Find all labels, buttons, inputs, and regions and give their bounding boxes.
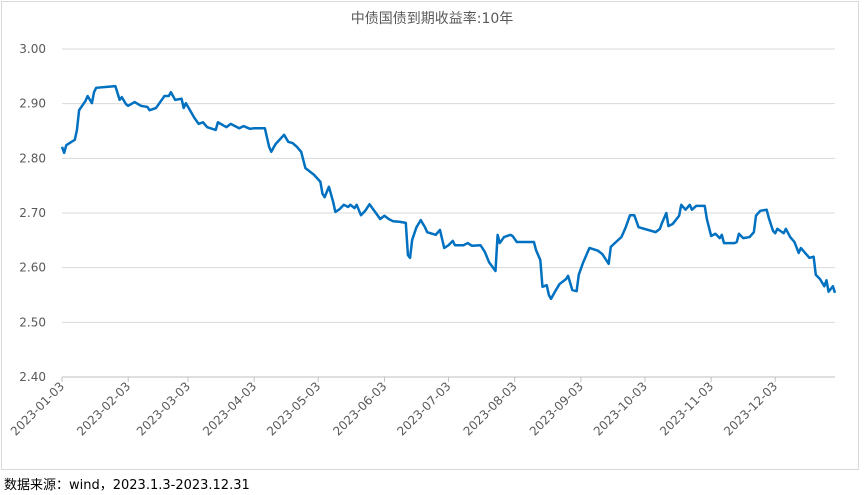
y-tick-label: 2.40 bbox=[19, 370, 46, 384]
y-tick-label: 3.00 bbox=[19, 42, 46, 56]
y-tick-label: 2.90 bbox=[19, 97, 46, 111]
data-line bbox=[60, 84, 837, 301]
y-tick-label: 2.60 bbox=[19, 261, 46, 275]
source-note: 数据来源：wind，2023.1.3-2023.12.31 bbox=[4, 478, 250, 493]
y-tick-label: 2.50 bbox=[19, 315, 46, 329]
y-tick-label: 2.70 bbox=[19, 206, 46, 220]
y-tick-label: 2.80 bbox=[19, 151, 46, 165]
chart-title: 中债国债到期收益率:10年 bbox=[351, 10, 514, 27]
